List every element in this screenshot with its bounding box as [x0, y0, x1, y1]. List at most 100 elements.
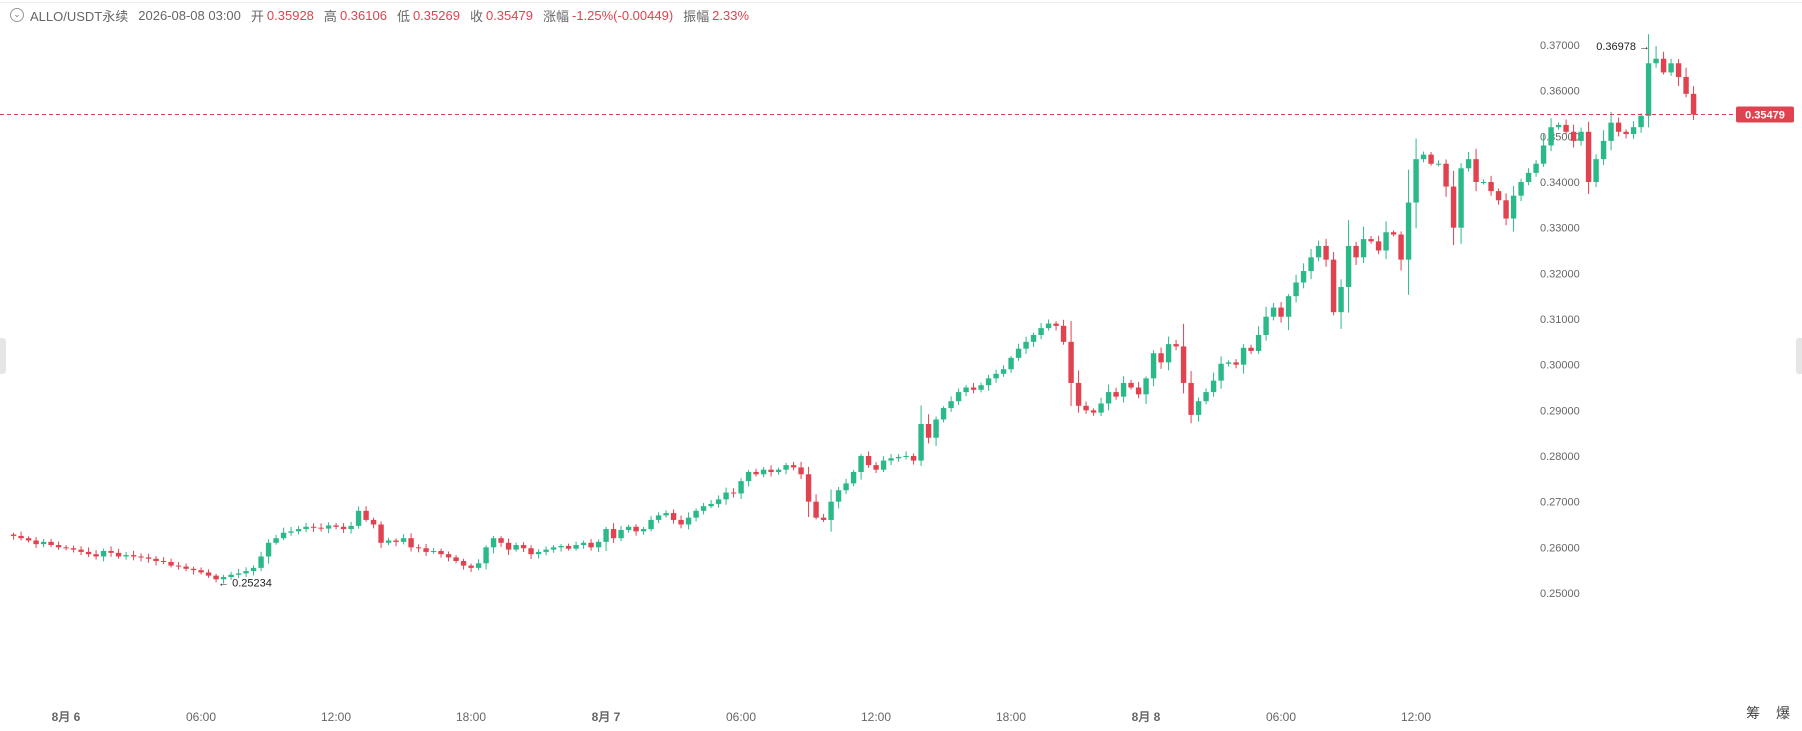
candle-body — [648, 519, 654, 530]
candle-body — [400, 538, 407, 542]
candle-body — [205, 572, 212, 576]
candle-body — [430, 550, 437, 552]
candle-body — [1480, 182, 1487, 183]
candle-body — [528, 548, 534, 555]
x-tick-label: 06:00 — [1266, 710, 1296, 724]
candle-body — [33, 540, 39, 545]
candle-body — [475, 563, 482, 568]
candle-body — [1668, 63, 1674, 73]
candle-body — [655, 515, 662, 520]
candle-body — [288, 531, 294, 533]
high-value: 0.36106 — [339, 7, 387, 23]
y-tick-label: 0.30000 — [1540, 360, 1580, 372]
candle-body — [1180, 346, 1187, 383]
candle-body — [348, 525, 354, 530]
candle-body — [1563, 124, 1569, 132]
candle-body — [273, 538, 279, 543]
candle-body — [513, 545, 519, 550]
candle-body — [1278, 307, 1284, 317]
candle-body — [1338, 287, 1344, 313]
open-label: 开 — [250, 8, 264, 24]
candle-body — [168, 561, 174, 566]
candle-body — [445, 554, 452, 558]
candle-body — [1420, 154, 1427, 160]
candle-body — [888, 458, 894, 461]
x-tick-label: 18:00 — [996, 710, 1026, 724]
candle-body — [978, 385, 984, 390]
candle-body — [1383, 232, 1389, 251]
candle-body — [1203, 392, 1209, 402]
candle-body — [955, 392, 962, 402]
y-tick-label: 0.25000 — [1540, 588, 1580, 600]
candle-body — [1503, 200, 1509, 219]
candle-body — [1510, 195, 1517, 219]
symbol-name[interactable]: ALLO/USDT永续 — [30, 8, 129, 24]
y-tick-label: 0.27000 — [1540, 497, 1580, 509]
candle-body — [693, 510, 699, 518]
candle-body — [1473, 159, 1479, 182]
candle-body — [1293, 282, 1299, 297]
candle-body — [213, 575, 219, 580]
candle-body — [1120, 382, 1127, 397]
candle-body — [1240, 347, 1247, 365]
right-panel-handle[interactable] — [1796, 338, 1802, 374]
candle-body — [685, 517, 692, 525]
left-panel-handle[interactable] — [0, 338, 6, 374]
candle-body — [678, 519, 684, 525]
candle-body — [813, 501, 819, 518]
max-price-marker: 0.36978 → — [1596, 41, 1650, 53]
candle-body — [1030, 334, 1037, 342]
candle-body — [1548, 127, 1554, 146]
y-tick-label: 0.26000 — [1540, 542, 1580, 554]
candle-body — [160, 561, 167, 563]
candle-body — [55, 545, 62, 548]
x-tick-label: 18:00 — [456, 710, 486, 724]
y-tick-label: 0.34000 — [1540, 177, 1580, 189]
candle-body — [385, 540, 392, 543]
candle-body — [1413, 159, 1419, 203]
candle-body — [790, 465, 797, 468]
collapse-chevron-icon[interactable]: ⌄ — [10, 8, 24, 22]
candle-body — [543, 549, 549, 552]
candle-body — [1488, 182, 1494, 192]
candle-body — [603, 529, 609, 542]
candle-body — [1683, 76, 1689, 94]
candle-body — [1113, 392, 1119, 397]
candle-body — [1450, 186, 1457, 228]
x-tick-label: 8月 6 — [52, 710, 81, 724]
candle-body — [663, 513, 669, 516]
candle-body — [1023, 341, 1029, 349]
candle-body — [1143, 378, 1149, 395]
candle-body — [1173, 344, 1179, 347]
candle-body — [123, 555, 129, 557]
candle-body — [1128, 382, 1134, 388]
candle-body — [588, 542, 594, 548]
candle-body — [1015, 348, 1022, 358]
candle-body — [963, 387, 969, 393]
candle-body — [235, 573, 242, 575]
candle-body — [145, 557, 152, 559]
candle-body — [1270, 307, 1277, 317]
x-tick-label: 12:00 — [861, 710, 891, 724]
candle-body — [1525, 172, 1532, 182]
candle-body — [78, 549, 84, 552]
candle-body — [303, 526, 309, 530]
candle-body — [333, 525, 339, 527]
candle-body — [633, 526, 639, 532]
candle-body — [970, 387, 977, 390]
close-label: 收 — [469, 8, 483, 24]
candle-body — [498, 538, 504, 543]
candle-body — [1098, 403, 1104, 413]
candle-body — [910, 456, 917, 461]
candle-body — [100, 550, 107, 557]
candle-body — [1068, 341, 1074, 383]
last-price-label: 0.35479 — [1745, 109, 1785, 121]
candle-body — [835, 490, 842, 502]
candle-body — [340, 526, 347, 530]
y-tick-label: 0.28000 — [1540, 451, 1580, 463]
candle-body — [610, 529, 617, 539]
corner-tools-label[interactable]: 筹 爆 — [1746, 705, 1796, 721]
candle-body — [550, 547, 557, 550]
candle-body — [48, 541, 54, 546]
